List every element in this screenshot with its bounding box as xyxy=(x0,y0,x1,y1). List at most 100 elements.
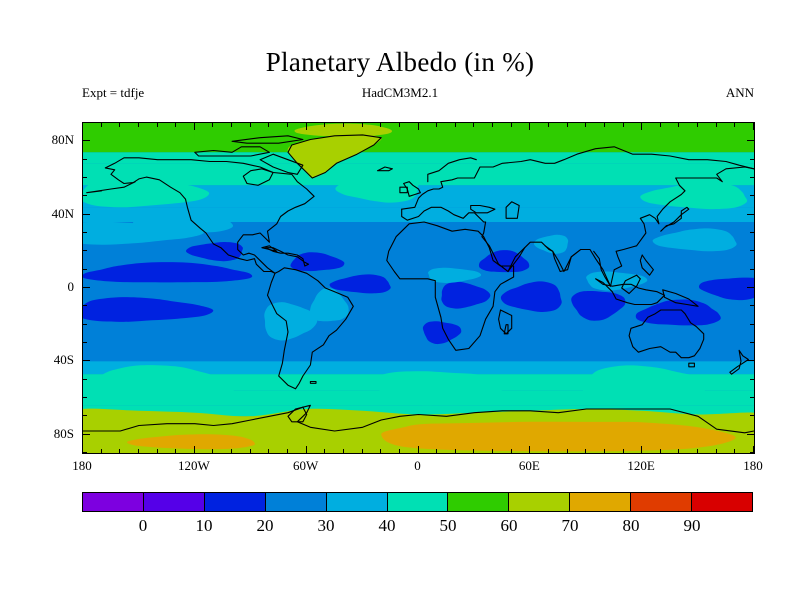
coastline-path xyxy=(505,201,520,219)
albedo-region-patch xyxy=(698,277,754,301)
tick-mark xyxy=(660,449,661,453)
tick-mark xyxy=(455,449,456,453)
coastline-path xyxy=(376,166,393,172)
tick-mark xyxy=(83,232,87,233)
tick-mark xyxy=(548,123,549,127)
colorbar-segment xyxy=(631,493,693,511)
x-tick-label: 60E xyxy=(518,458,540,473)
tick-mark xyxy=(750,159,754,160)
season-label: ANN xyxy=(725,85,754,100)
albedo-region-patch xyxy=(185,242,243,262)
coastline-path xyxy=(386,221,515,351)
tick-mark xyxy=(529,123,530,130)
colorbar-segment xyxy=(83,493,144,511)
tick-mark xyxy=(324,123,325,127)
tick-mark xyxy=(231,123,232,127)
colorbar-segment xyxy=(570,493,632,511)
colorbar-segment xyxy=(692,493,752,511)
tick-mark xyxy=(747,287,754,288)
experiment-label: Expt = tdfje xyxy=(82,85,145,100)
tick-mark xyxy=(119,449,120,453)
albedo-region-patch xyxy=(329,274,391,294)
coastline-path xyxy=(261,245,278,252)
albedo-zonal-band xyxy=(83,328,754,347)
tick-mark xyxy=(511,123,512,127)
tick-mark xyxy=(750,177,754,178)
albedo-region-patch xyxy=(571,290,626,321)
coastline-path xyxy=(498,247,526,273)
albedo-region-patch xyxy=(652,228,737,252)
tick-mark xyxy=(623,449,624,453)
coastline-path xyxy=(83,404,754,434)
tick-mark xyxy=(753,123,754,130)
coastline-path xyxy=(86,181,136,194)
tick-mark xyxy=(362,449,363,453)
tick-mark xyxy=(750,397,754,398)
x-tick-label: 120E xyxy=(627,458,655,473)
tick-mark xyxy=(83,360,90,361)
albedo-zonal-band xyxy=(83,222,754,233)
tick-mark xyxy=(716,449,717,453)
tick-mark xyxy=(287,123,288,127)
tick-mark xyxy=(750,269,754,270)
albedo-region-patch xyxy=(335,175,419,203)
coastline-path xyxy=(259,153,304,175)
tick-mark xyxy=(529,446,530,453)
tick-mark xyxy=(418,123,419,130)
tick-mark xyxy=(473,123,474,127)
albedo-region-patch xyxy=(83,176,210,208)
tick-mark xyxy=(138,123,139,127)
albedo-region-patch xyxy=(287,134,382,178)
tick-mark xyxy=(83,305,87,306)
tick-mark xyxy=(750,232,754,233)
tick-mark xyxy=(750,379,754,380)
coastline-path xyxy=(104,157,315,274)
tick-mark xyxy=(641,123,642,130)
albedo-region-patch xyxy=(500,281,562,312)
albedo-map xyxy=(83,123,754,453)
coastline-path xyxy=(104,167,276,274)
coastline-path xyxy=(660,206,690,232)
tick-mark xyxy=(83,434,90,435)
coastline-path xyxy=(639,254,654,276)
tick-mark xyxy=(380,449,381,453)
tick-mark xyxy=(83,177,87,178)
albedo-region-patch xyxy=(428,267,482,284)
tick-mark xyxy=(175,449,176,453)
albedo-region-patch xyxy=(83,297,214,322)
albedo-zonal-band xyxy=(83,405,754,417)
coastline-path xyxy=(287,134,382,179)
colorbar-container xyxy=(82,492,753,512)
tick-mark xyxy=(212,449,213,453)
tick-mark xyxy=(750,452,754,453)
tick-mark xyxy=(750,195,754,196)
tick-mark xyxy=(641,446,642,453)
tick-mark xyxy=(343,123,344,127)
model-label: HadCM3M2.1 xyxy=(361,85,439,100)
tick-mark xyxy=(660,123,661,127)
albedo-region-patch xyxy=(309,288,349,322)
x-tick-label: 120W xyxy=(177,458,210,473)
albedo-zonal-band xyxy=(83,284,754,303)
tick-mark xyxy=(418,446,419,453)
albedo-region-patch xyxy=(640,182,748,210)
colorbar xyxy=(82,492,753,512)
tick-mark xyxy=(678,449,679,453)
y-tick-label: 80N xyxy=(51,132,74,148)
tick-mark xyxy=(436,123,437,127)
tick-mark xyxy=(750,250,754,251)
coastline-path xyxy=(503,324,509,335)
tick-mark xyxy=(697,123,698,127)
tick-mark xyxy=(747,434,754,435)
tick-mark xyxy=(734,123,735,127)
tick-mark xyxy=(324,449,325,453)
coastline-path xyxy=(628,309,705,359)
albedo-region-patch xyxy=(441,281,491,309)
tick-mark xyxy=(157,449,158,453)
colorbar-tick-label: 50 xyxy=(439,516,457,535)
tick-mark xyxy=(604,449,605,453)
albedo-zonal-band xyxy=(83,185,754,208)
tick-mark xyxy=(83,287,90,288)
x-tick-label: 60W xyxy=(293,458,319,473)
